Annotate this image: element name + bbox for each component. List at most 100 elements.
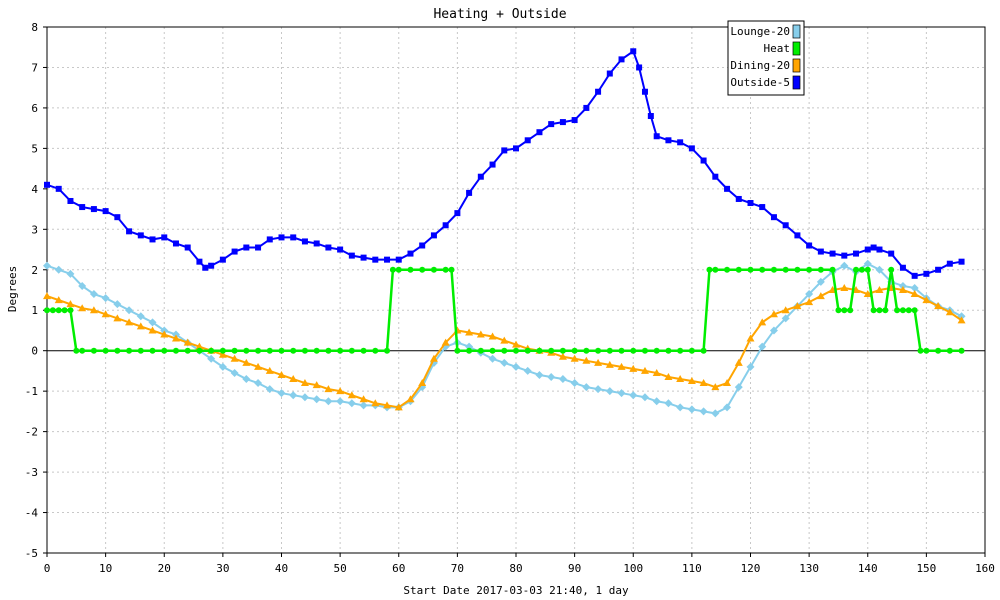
data-point	[160, 326, 169, 335]
data-point	[384, 256, 391, 263]
data-point	[243, 244, 250, 251]
x-tick-label: 130	[799, 562, 819, 575]
data-point	[102, 347, 109, 354]
data-point	[875, 286, 884, 293]
data-point	[847, 307, 854, 314]
data-point	[337, 246, 344, 253]
data-point	[218, 350, 227, 358]
data-point	[125, 318, 134, 326]
data-point	[782, 266, 789, 273]
data-point	[536, 347, 543, 354]
data-point	[312, 381, 321, 389]
data-point	[389, 266, 396, 273]
data-point	[512, 362, 520, 371]
data-point	[172, 347, 179, 354]
data-point	[894, 307, 901, 314]
data-point	[476, 330, 485, 338]
data-point	[583, 347, 590, 354]
data-point	[67, 197, 74, 204]
data-point	[711, 383, 720, 391]
data-point	[265, 366, 274, 374]
data-point	[734, 358, 743, 366]
data-point	[571, 347, 578, 354]
data-point	[917, 347, 924, 354]
data-point	[840, 261, 849, 270]
data-point	[500, 336, 509, 344]
data-point	[769, 310, 778, 318]
data-point	[243, 347, 250, 354]
data-point	[640, 393, 649, 402]
data-point	[372, 347, 379, 354]
data-point	[102, 208, 109, 215]
data-point	[218, 362, 227, 371]
data-point	[347, 399, 356, 408]
y-tick-label: 8	[31, 21, 38, 34]
data-point	[734, 383, 743, 392]
data-point	[137, 347, 144, 354]
data-point	[759, 266, 766, 273]
legend-swatch	[792, 41, 801, 56]
data-point	[647, 113, 654, 120]
data-point	[49, 307, 56, 314]
data-point	[687, 377, 696, 385]
data-point	[524, 347, 531, 354]
data-point	[617, 362, 626, 370]
y-tick-label: -3	[25, 466, 38, 479]
data-point	[888, 250, 895, 257]
data-point	[512, 340, 520, 348]
data-point	[454, 210, 461, 217]
data-point	[676, 403, 685, 412]
data-point	[706, 266, 713, 273]
data-point	[870, 244, 877, 251]
data-point	[570, 354, 579, 362]
data-point	[348, 252, 355, 259]
data-point	[640, 366, 649, 374]
x-tick-label: 90	[568, 562, 581, 575]
data-point	[61, 307, 68, 314]
data-point	[606, 70, 613, 77]
data-point	[630, 48, 637, 55]
x-tick-label: 120	[741, 562, 761, 575]
data-point	[523, 366, 532, 375]
data-point	[841, 307, 848, 314]
data-point	[66, 269, 75, 278]
data-point	[360, 347, 367, 354]
data-point	[665, 347, 672, 354]
x-tick-label: 40	[275, 562, 288, 575]
data-point	[371, 399, 380, 407]
data-point	[202, 264, 209, 271]
data-point	[278, 347, 285, 354]
data-point	[664, 372, 673, 380]
data-point	[781, 306, 790, 314]
data-point	[676, 375, 685, 383]
data-point	[171, 334, 180, 342]
data-point	[875, 265, 884, 274]
data-point	[149, 347, 156, 354]
data-point	[923, 347, 930, 354]
data-point	[652, 368, 661, 376]
data-point	[794, 266, 801, 273]
data-point	[477, 347, 484, 354]
data-point	[806, 242, 813, 249]
data-point	[723, 379, 732, 387]
y-tick-label: 6	[31, 102, 38, 115]
data-point	[687, 405, 696, 414]
data-point	[324, 385, 333, 393]
data-point	[114, 347, 121, 354]
data-point	[664, 399, 673, 408]
data-point	[794, 232, 801, 239]
data-point	[547, 372, 556, 381]
data-point	[618, 56, 625, 63]
data-point	[618, 347, 625, 354]
data-point	[712, 173, 719, 180]
y-tick-label: -4	[25, 507, 39, 520]
data-point	[219, 256, 226, 263]
data-point	[44, 181, 50, 188]
data-point	[782, 222, 789, 229]
data-point	[945, 308, 954, 316]
data-point	[348, 347, 355, 354]
data-point	[488, 332, 497, 340]
data-point	[770, 266, 777, 273]
data-point	[79, 347, 86, 354]
legend-label: Outside-5	[730, 76, 790, 89]
